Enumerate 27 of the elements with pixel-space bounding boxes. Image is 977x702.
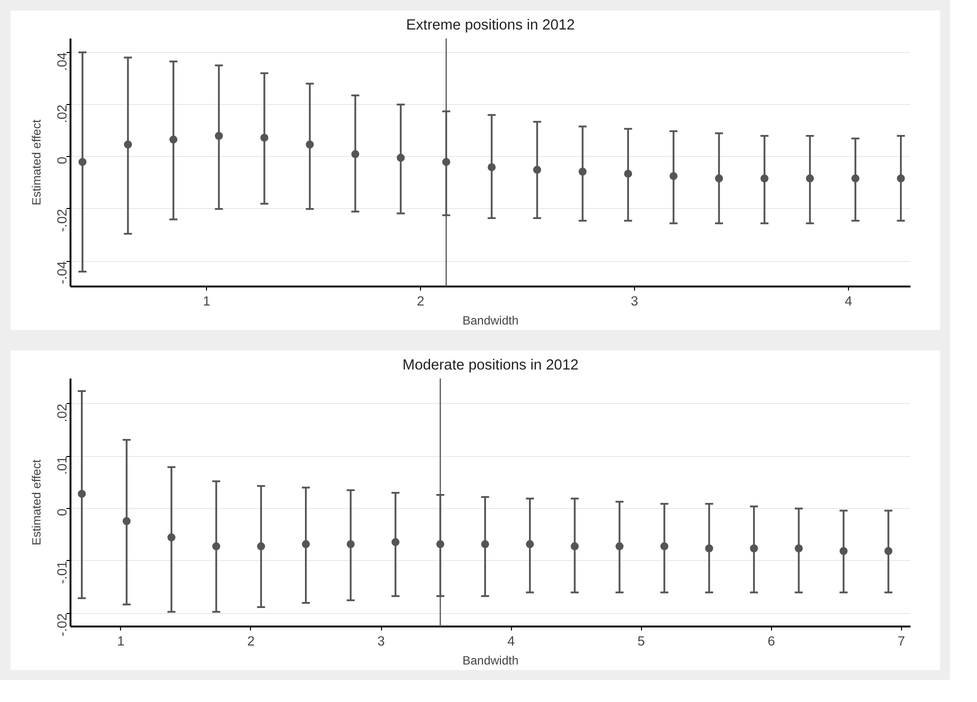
y-axis-title: Estimated effect: [30, 458, 44, 546]
x-tick-label: 3: [377, 634, 385, 648]
x-tick-label: 1: [202, 294, 210, 308]
x-tick-label: 2: [247, 634, 255, 648]
y-tick-label: -.04: [54, 260, 70, 284]
y-tick-label: .04: [54, 52, 70, 71]
y-tick-label: -.02: [54, 613, 70, 636]
x-tick-label: 6: [768, 634, 776, 648]
x-tick-label: 2: [416, 294, 424, 308]
y-tick-label: .02: [54, 104, 70, 124]
x-tick-label: 4: [844, 294, 853, 308]
y-axis-title: Estimated effect: [30, 118, 44, 206]
x-tick-label: 4: [507, 634, 516, 648]
x-axis-title: Bandwidth: [462, 314, 519, 328]
x-tick-label: 5: [638, 634, 645, 648]
y-tick-label: -.01: [54, 560, 70, 584]
x-tick-label: 1: [117, 634, 125, 648]
chart-title: Extreme positions in 2012: [406, 18, 575, 34]
x-tick-label: 3: [630, 294, 638, 308]
y-tick-label: .02: [54, 404, 70, 422]
x-tick-label: 7: [898, 634, 906, 648]
chart-title: Moderate positions in 2012: [402, 358, 579, 374]
y-tick-label: 0: [54, 156, 70, 164]
y-tick-label: -.02: [54, 208, 70, 232]
x-axis-title: Bandwidth: [462, 654, 519, 668]
y-tick-label: 0: [54, 508, 70, 516]
y-tick-label: .01: [54, 456, 70, 475]
